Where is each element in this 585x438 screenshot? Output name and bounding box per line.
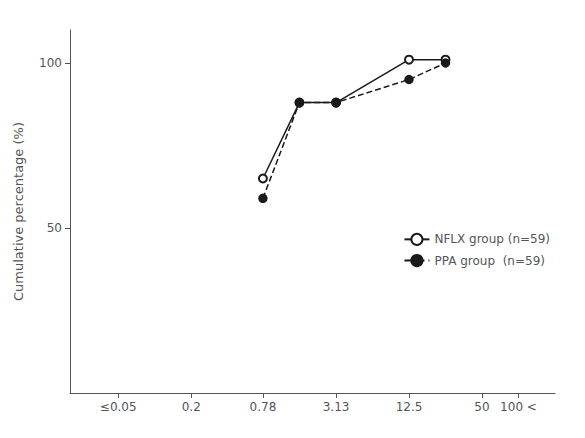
svg-text:100: 100 [39,56,62,70]
svg-text:0.2: 0.2 [182,400,201,414]
svg-text:50: 50 [474,400,489,414]
svg-text:50: 50 [47,221,62,235]
svg-text:NFLX group (n=59): NFLX group (n=59) [434,232,550,246]
svg-text:3.13: 3.13 [323,400,350,414]
svg-text:Cumulative percentage (%): Cumulative percentage (%) [11,122,26,301]
svg-text:100 <: 100 < [500,400,537,414]
svg-text:≤0.05: ≤0.05 [100,400,137,414]
svg-text:0.78: 0.78 [250,400,277,414]
svg-text:PPA group (n=59): PPA group (n=59) [434,254,545,268]
svg-text:12.5: 12.5 [396,400,423,414]
